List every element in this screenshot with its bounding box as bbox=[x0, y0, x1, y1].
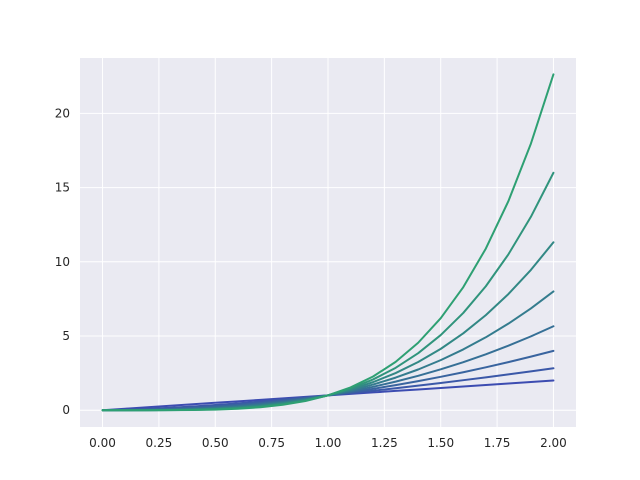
x-tick-label: 0.50 bbox=[202, 436, 229, 450]
y-tick-label: 10 bbox=[55, 255, 70, 269]
series-lines bbox=[101, 73, 555, 412]
y-tick-label: 5 bbox=[62, 329, 70, 343]
y-tick-label: 20 bbox=[55, 106, 70, 120]
series-line bbox=[101, 73, 555, 412]
x-axis-tick-labels: 0.00 0.25 0.50 0.75 1.00 1.25 1.50 1.75 2.00 bbox=[89, 436, 567, 450]
x-tick-label: 0.75 bbox=[258, 436, 285, 450]
x-tick-label: 0.00 bbox=[89, 436, 116, 450]
x-tick-label: 1.00 bbox=[315, 436, 342, 450]
grid-lines bbox=[80, 58, 576, 427]
y-tick-label: 0 bbox=[62, 403, 70, 417]
x-tick-label: 1.75 bbox=[484, 436, 511, 450]
x-tick-label: 0.25 bbox=[146, 436, 173, 450]
x-tick-label: 1.25 bbox=[371, 436, 398, 450]
y-tick-label: 15 bbox=[55, 181, 70, 195]
y-axis-tick-labels: 0 5 10 15 20 bbox=[55, 106, 70, 417]
x-tick-label: 1.50 bbox=[427, 436, 454, 450]
x-tick-label: 2.00 bbox=[540, 436, 567, 450]
